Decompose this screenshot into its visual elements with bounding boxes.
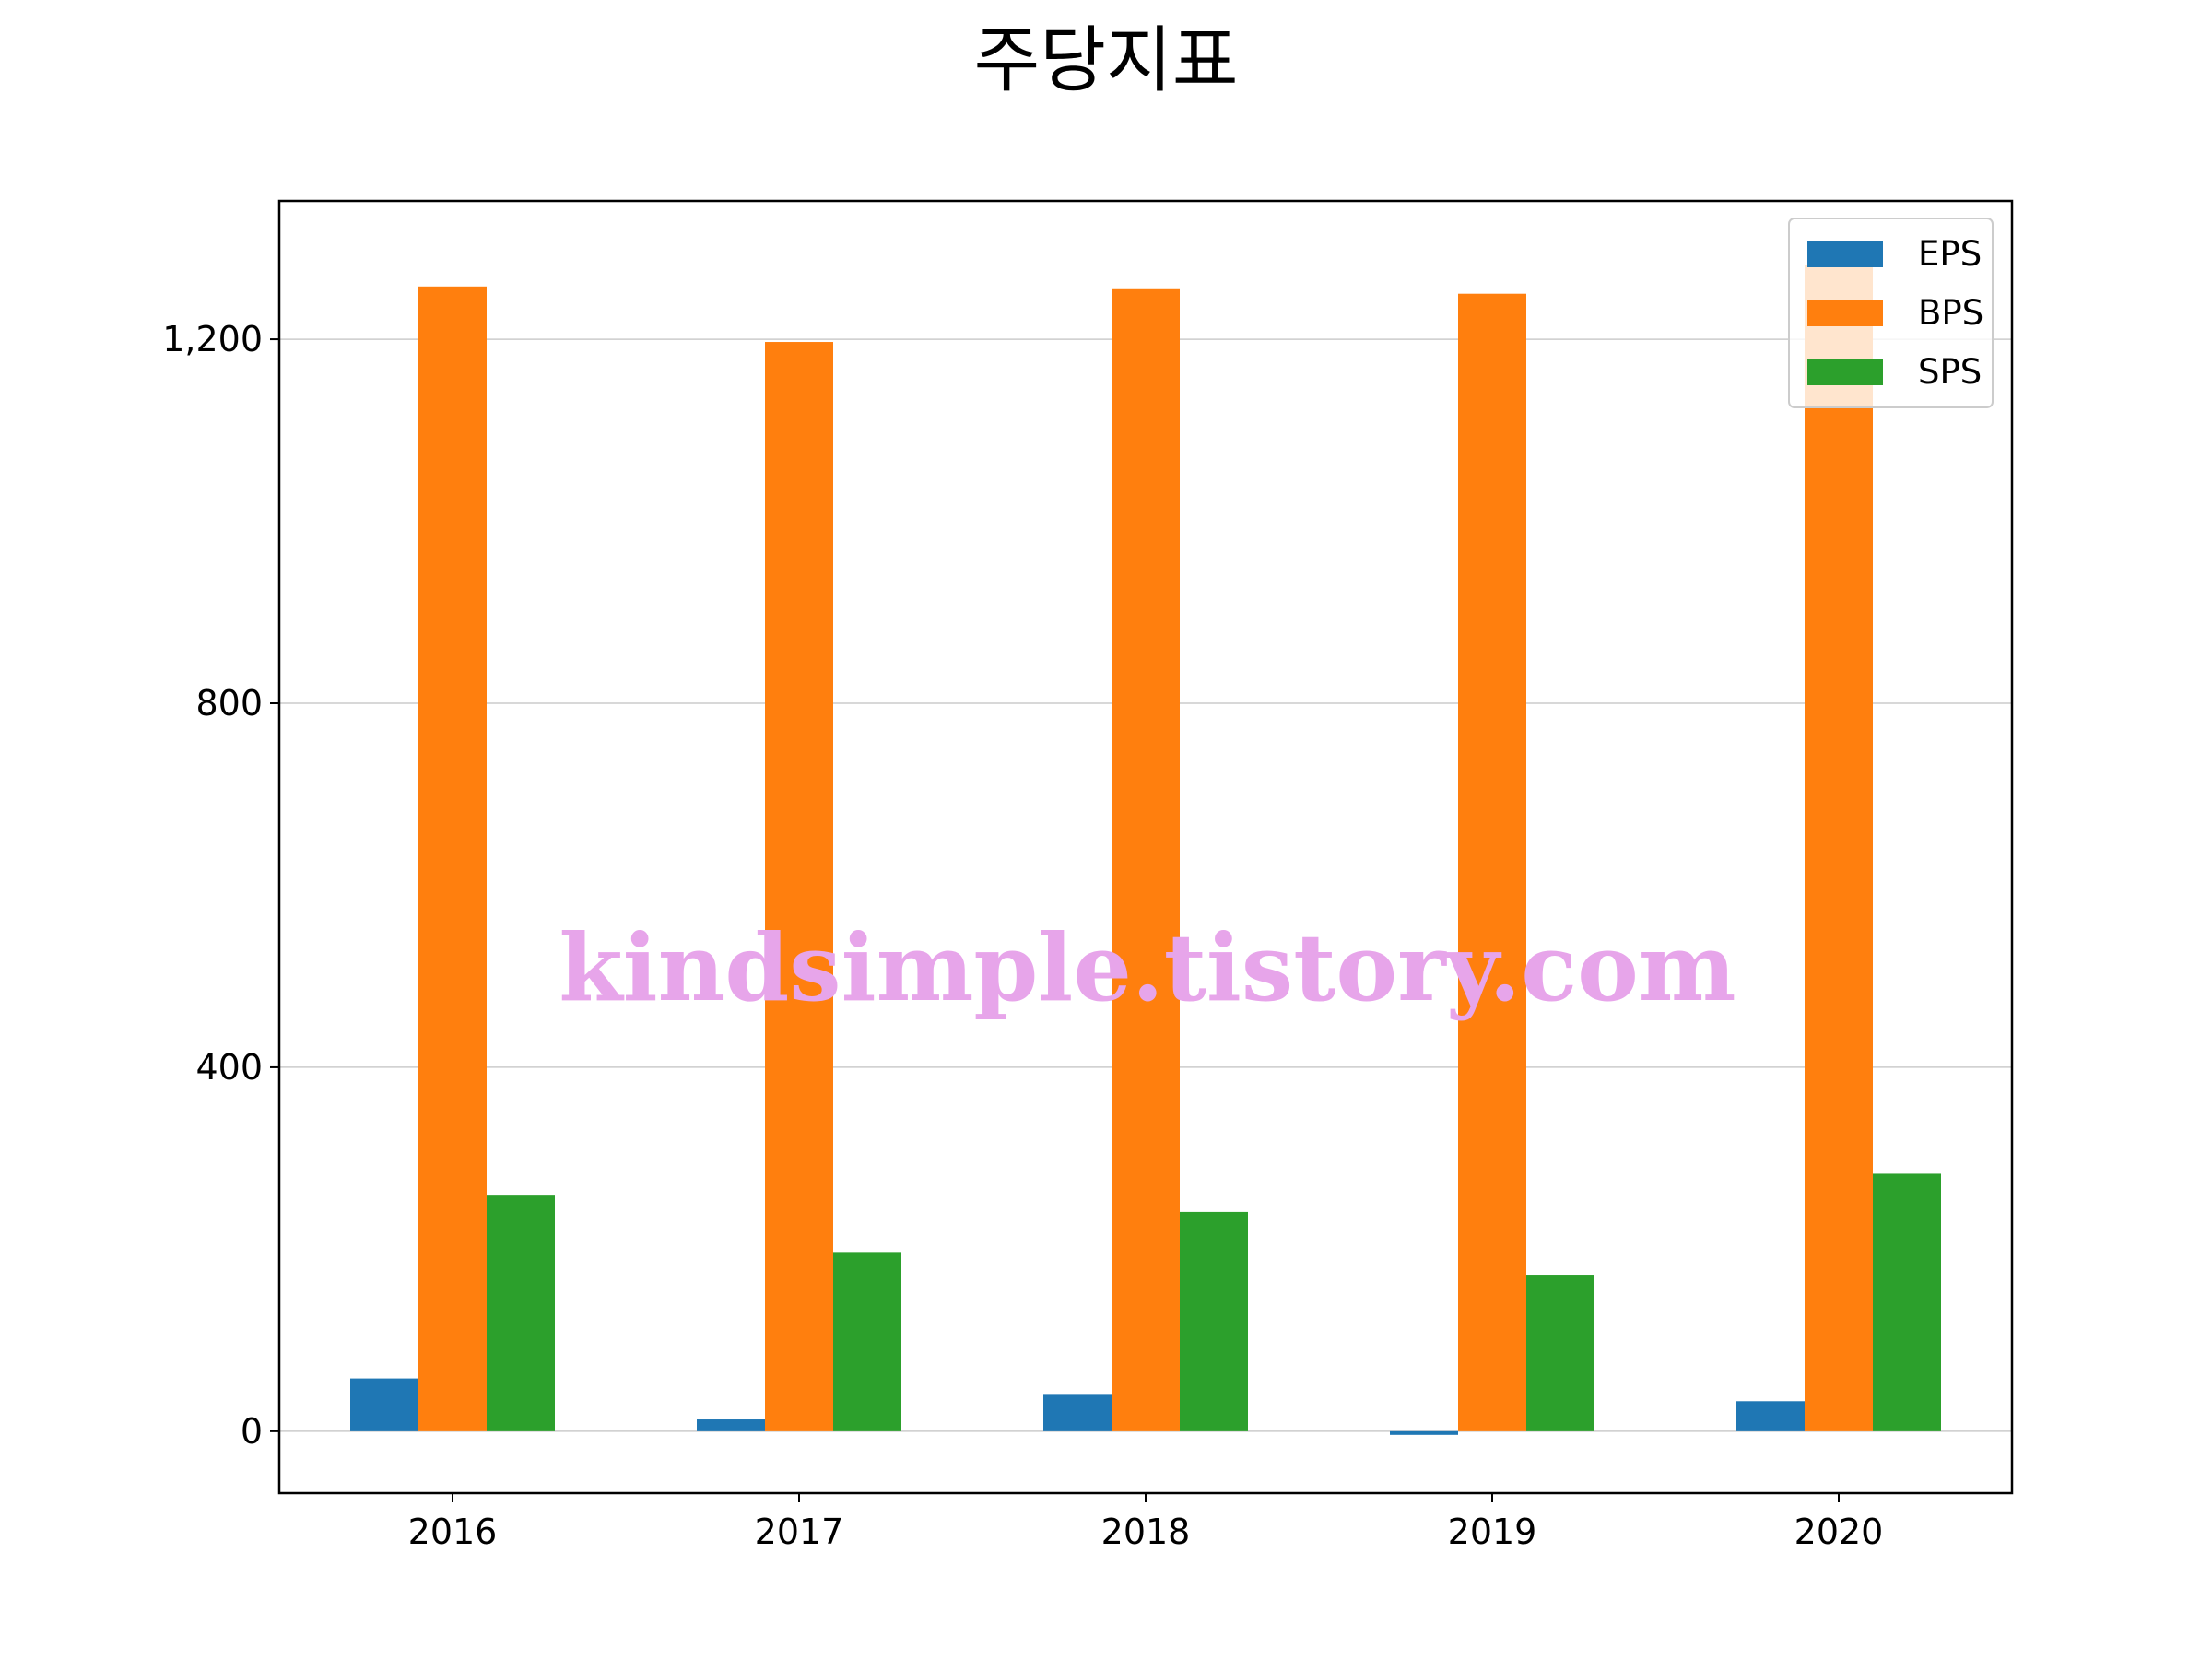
- x-tick-label: 2019: [1448, 1512, 1537, 1552]
- bar-bps-2019: [1458, 293, 1526, 1431]
- legend: EPS BPS SPS: [1788, 218, 1994, 408]
- chart-title: 주당지표: [973, 19, 1238, 102]
- legend-swatch-sps: [1807, 359, 1883, 385]
- bar-sps-2019: [1526, 1275, 1594, 1431]
- watermark: kindsimple.tistory.com: [559, 913, 1735, 1022]
- bar-sps-2017: [833, 1252, 901, 1431]
- y-tick-label: 1,200: [162, 319, 263, 359]
- legend-label-eps: EPS: [1918, 234, 1982, 274]
- x-tick-label: 2017: [755, 1512, 844, 1552]
- bar-eps-2016: [350, 1378, 418, 1431]
- legend-swatch-eps: [1807, 241, 1883, 267]
- bar-sps-2016: [487, 1195, 555, 1431]
- y-axis: 0 400 800 1,200: [162, 319, 279, 1452]
- legend-label-bps: BPS: [1918, 293, 1983, 333]
- bar-bps-2016: [418, 286, 487, 1431]
- legend-swatch-bps: [1807, 300, 1883, 326]
- bar-bps-2018: [1112, 288, 1180, 1431]
- bar-bps-2017: [765, 342, 833, 1431]
- y-tick-label: 400: [195, 1047, 263, 1088]
- x-tick-label: 2016: [408, 1512, 498, 1552]
- x-axis: 2016 2017 2018 2019 2020: [408, 1493, 1884, 1552]
- bar-sps-2020: [1873, 1173, 1941, 1431]
- bar-eps-2017: [697, 1419, 765, 1431]
- bars: [350, 265, 1941, 1435]
- x-tick-label: 2020: [1794, 1512, 1884, 1552]
- legend-label-sps: SPS: [1918, 352, 1982, 392]
- bar-eps-2020: [1736, 1401, 1805, 1431]
- bar-eps-2019: [1390, 1430, 1458, 1435]
- bar-sps-2018: [1180, 1211, 1248, 1431]
- bar-bps-2020: [1805, 265, 1873, 1431]
- x-tick-label: 2018: [1101, 1512, 1191, 1552]
- y-tick-label: 0: [241, 1411, 263, 1452]
- bar-eps-2018: [1043, 1394, 1112, 1431]
- y-tick-label: 800: [195, 683, 263, 724]
